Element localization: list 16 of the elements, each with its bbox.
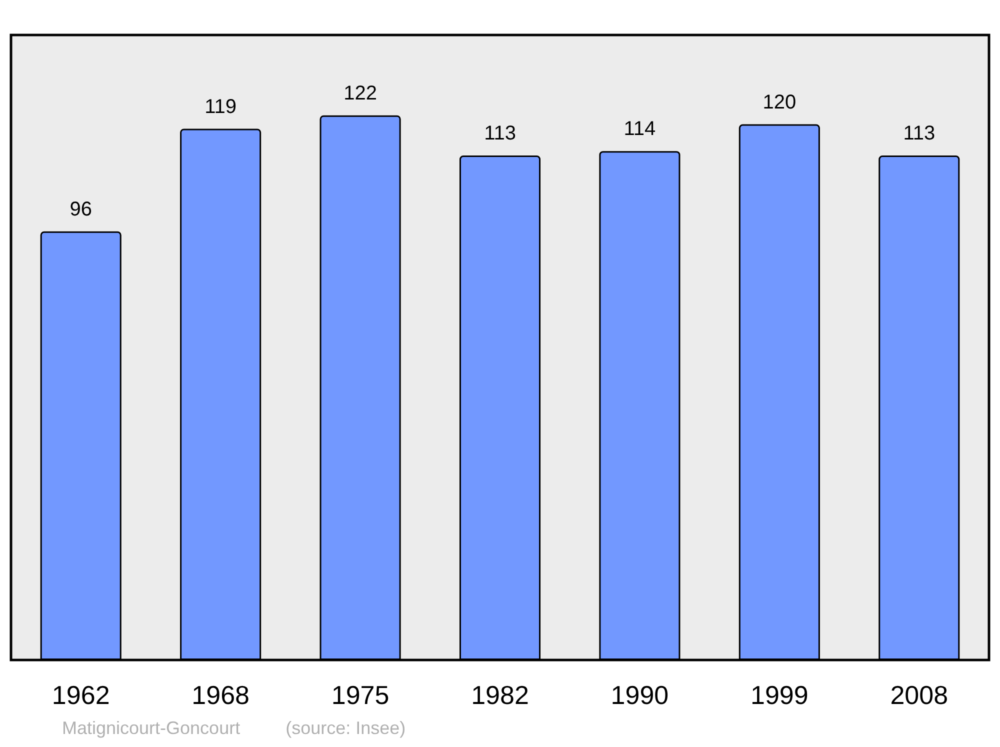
text: Matignicourt-Goncourt [62, 718, 240, 738]
x-tick-label: 2008 [890, 680, 948, 710]
x-tick-label: 1990 [610, 680, 669, 710]
data-label: 113 [903, 122, 936, 145]
x-tick-label: 1982 [471, 680, 529, 710]
data-label: 120 [762, 91, 796, 114]
x-tick-label: 1962 [52, 680, 110, 710]
data-label: 96 [70, 198, 92, 220]
data-label: 122 [344, 82, 377, 104]
text: (source: Insee) [286, 718, 406, 738]
x-tick-label: 1968 [192, 680, 250, 710]
data-label: 119 [204, 96, 237, 118]
data-label: 113 [484, 122, 516, 145]
x-tick-label: 1975 [331, 680, 390, 710]
data-label: 114 [624, 118, 656, 140]
x-tick-label: 1999 [750, 680, 808, 710]
